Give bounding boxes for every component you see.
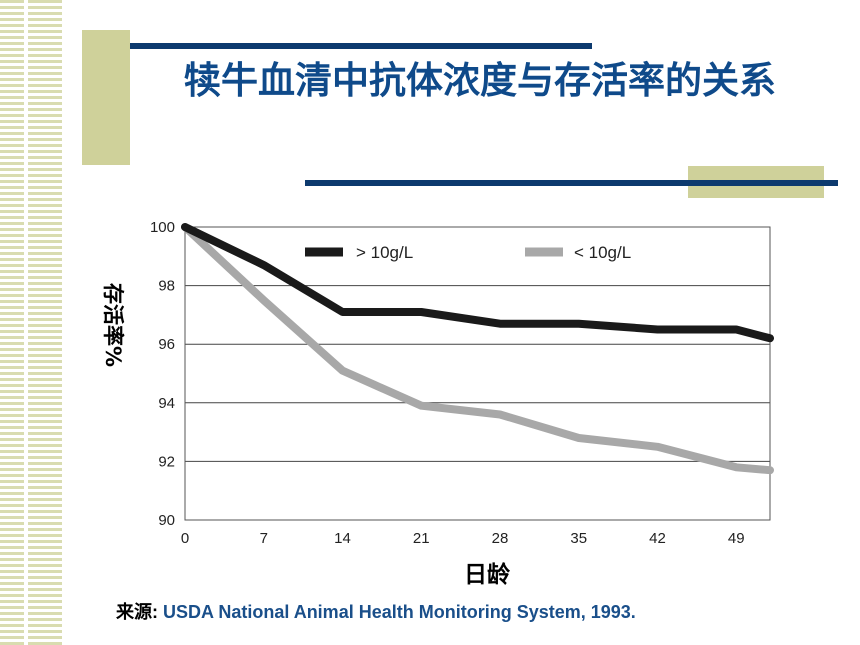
title-bottom-bar	[305, 180, 838, 186]
y-axis-label: 存活率%	[101, 283, 125, 367]
y-tick-label-90: 90	[158, 512, 175, 529]
x-tick-label-28: 28	[492, 530, 509, 547]
y-tick-label-100: 100	[150, 219, 175, 236]
left-stripe-gap	[24, 0, 28, 645]
y-tick-label-92: 92	[158, 453, 175, 470]
x-tick-label-35: 35	[570, 530, 587, 547]
x-axis-label: 日龄	[464, 561, 511, 588]
series-line-0	[181, 223, 774, 343]
y-tick-label-94: 94	[158, 395, 175, 412]
source-label: 来源:	[116, 602, 158, 622]
source-text: USDA National Animal Health Monitoring S…	[163, 602, 636, 622]
left-stripe-decoration	[0, 0, 62, 645]
series-layer	[181, 223, 774, 475]
x-tick-label-42: 42	[649, 530, 666, 547]
title-deco-block	[82, 30, 130, 165]
slide-title: 犊牛血清中抗体浓度与存活率的关系	[184, 59, 776, 102]
x-tick-label-49: 49	[728, 530, 745, 547]
source-citation: 来源: USDA National Animal Health Monitori…	[116, 598, 636, 624]
x-tick-label-0: 0	[181, 530, 189, 547]
y-tick-label-98: 98	[158, 278, 175, 295]
x-tick-label-7: 7	[260, 530, 268, 547]
plot-frame	[184, 226, 771, 521]
title-top-bar	[130, 43, 592, 49]
survival-line-chart: 90 92 94 96 98 100 0 7 14 21 28 35 42 49 > 10g/L < 10g…	[101, 219, 774, 588]
series-line-1	[181, 223, 774, 475]
x-tick-label-21: 21	[413, 530, 430, 547]
legend-label-0: > 10g/L	[356, 243, 413, 262]
legend-layer: > 10g/L < 10g/L	[305, 243, 631, 262]
x-tick-label-14: 14	[334, 530, 351, 547]
grid-layer	[185, 285, 770, 462]
bottom-deco-bar-overlay	[688, 180, 838, 186]
legend-label-1: < 10g/L	[574, 243, 631, 262]
axes-layer: 90 92 94 96 98 100 0 7 14 21 28 35 42 49	[150, 219, 771, 547]
y-tick-label-96: 96	[158, 336, 175, 353]
